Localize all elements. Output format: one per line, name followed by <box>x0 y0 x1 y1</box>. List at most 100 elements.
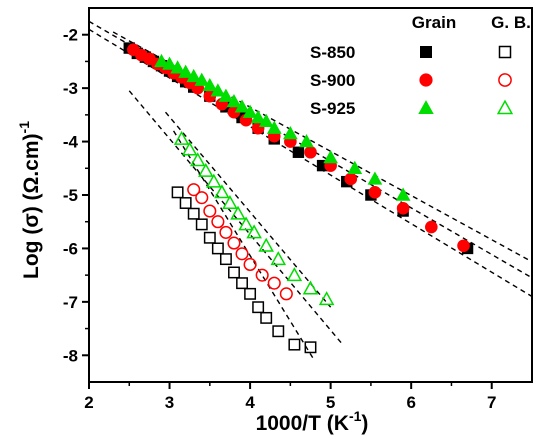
legend-marker <box>420 46 432 58</box>
y-axis-title: Log (σ) (Ω.cm)-1 <box>16 121 43 279</box>
data-point <box>211 215 225 229</box>
data-point <box>304 341 317 354</box>
x-axis-ticks: 2 3 4 5 6 7 <box>84 382 496 412</box>
x-tick-label: 6 <box>406 393 415 412</box>
data-point <box>219 225 233 239</box>
data-point <box>302 280 319 295</box>
data-point <box>323 150 338 164</box>
fit-line-3 <box>112 31 533 263</box>
data-point <box>242 104 258 118</box>
data-point <box>279 287 293 301</box>
x-tick-label: 7 <box>487 393 496 412</box>
x-axis-title-main: 1000/T (K <box>256 412 349 435</box>
y-tick-label: -2 <box>63 26 78 45</box>
data-point <box>252 301 265 314</box>
data-point <box>227 236 241 250</box>
data-point <box>457 239 470 253</box>
data-point <box>230 205 246 220</box>
data-point <box>292 146 305 158</box>
data-point <box>286 267 303 282</box>
data-point <box>211 242 224 255</box>
data-point <box>194 72 210 86</box>
data-point <box>203 231 216 244</box>
data-point <box>367 171 383 185</box>
x-tick-label: 3 <box>165 393 174 412</box>
data-point <box>304 145 317 159</box>
data-point <box>288 338 301 351</box>
y-tick-label: -5 <box>63 186 78 205</box>
data-point <box>258 237 274 252</box>
data-point <box>219 253 232 266</box>
fit-line-6 <box>164 111 332 308</box>
data-point <box>425 220 438 234</box>
data-point <box>228 266 240 279</box>
data-point <box>187 207 200 220</box>
data-point <box>170 60 185 74</box>
legend-row-label: S-925 <box>310 99 355 118</box>
series-s-925-grain <box>154 53 411 201</box>
data-point <box>206 173 222 188</box>
fit-line-5 <box>128 90 344 346</box>
y-tick-label: -6 <box>63 239 78 258</box>
data-point <box>171 186 184 199</box>
data-point <box>202 77 218 92</box>
data-point <box>186 68 202 83</box>
legend-column-header: Grain <box>412 13 456 32</box>
data-point <box>318 291 335 306</box>
data-point <box>222 194 238 209</box>
data-point <box>299 134 314 148</box>
y-tick-label: -7 <box>63 293 78 312</box>
data-point <box>214 184 230 199</box>
series-s-925-gb <box>173 130 335 306</box>
x-axis-title-sup: -1 <box>349 408 362 424</box>
data-point <box>344 172 358 186</box>
data-point <box>243 257 257 272</box>
data-point <box>236 277 248 290</box>
data-point <box>368 186 382 199</box>
legend-marker <box>419 73 433 87</box>
y-tick-label: -4 <box>63 133 79 152</box>
data-point <box>235 247 249 261</box>
data-point <box>210 83 226 97</box>
data-point <box>203 204 217 218</box>
legend-marker <box>496 99 514 115</box>
data-point <box>347 160 363 174</box>
data-point <box>246 224 262 239</box>
data-point <box>250 109 266 124</box>
data-point <box>234 99 250 113</box>
legend-marker <box>498 73 512 87</box>
data-point <box>187 183 201 197</box>
data-point <box>283 126 298 140</box>
data-point <box>267 276 281 290</box>
x-axis-title-end: ) <box>361 412 368 435</box>
data-point <box>395 187 411 201</box>
data-point <box>189 152 206 167</box>
data-point <box>266 120 282 134</box>
legend: Grain G. B. S-850 S-900 S-925 <box>310 13 531 118</box>
data-point <box>238 216 254 231</box>
data-point <box>260 311 273 324</box>
x-tick-label: 4 <box>245 393 255 412</box>
legend-marker <box>418 100 434 114</box>
data-point <box>179 197 192 209</box>
legend-marker <box>498 45 512 59</box>
data-point <box>162 56 177 70</box>
data-point <box>255 268 269 282</box>
data-point <box>198 162 214 177</box>
y-tick-label: -8 <box>63 346 78 365</box>
y-tick-label: -3 <box>63 79 78 98</box>
y-axis-title-sup: -1 <box>16 121 32 134</box>
y-axis-ticks: -2 -3 -4 -5 -6 -7 -8 <box>63 26 89 365</box>
legend-row-label: S-850 <box>310 43 355 62</box>
data-point <box>270 251 287 266</box>
data-point <box>258 113 274 127</box>
y-axis-title-main: Log (σ) (Ω.cm) <box>20 133 43 279</box>
series-s-900-gb <box>187 183 293 301</box>
data-point <box>173 130 190 145</box>
data-point <box>218 88 234 102</box>
data-point <box>195 191 209 205</box>
data-point <box>154 53 169 68</box>
data-point <box>226 93 242 108</box>
legend-row-label: S-900 <box>310 71 355 90</box>
